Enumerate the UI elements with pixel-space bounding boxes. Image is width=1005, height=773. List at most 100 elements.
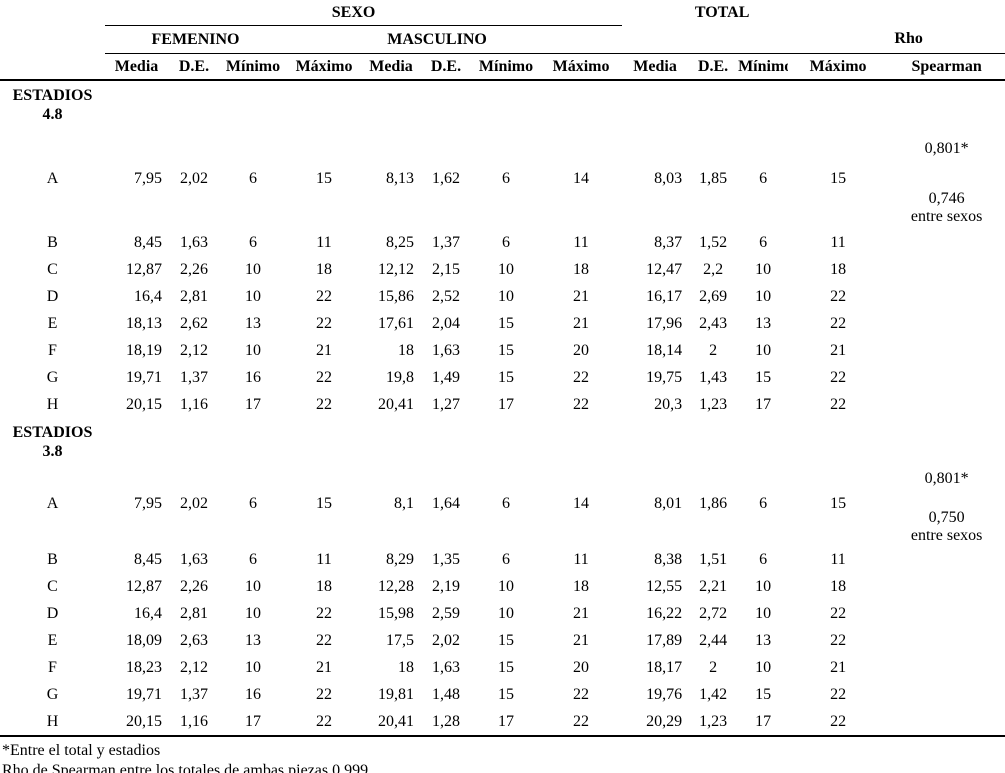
total-media-value: 8,37 [654,233,683,251]
femenino-media-value: 18,09 [126,631,162,649]
femenino-de-value: 2,62 [180,314,208,332]
row-label: C [47,577,58,595]
header-row-stats: Media D.E. Mínimo Máximo Media D.E. Míni… [0,53,1005,81]
femenino-maximo-value: 15 [316,170,332,187]
row-label: E [47,631,58,649]
femenino-de-value: 2,81 [180,287,208,305]
header-spacer-cell [888,0,1005,26]
femenino-minimo-value: 6 [249,170,257,187]
femenino-media-value: 7,95 [134,494,162,512]
masculino-minimo-value: 15 [498,658,514,676]
total-maximo-header: Máximo [788,53,889,81]
total-maximo-value: 22 [830,631,847,649]
rho-between-group: 0,746 entre sexos [888,191,1005,225]
table-row: F 18,19 2,12 10 21 18 1,63 15 20 18,14 2 10 21 [0,337,1005,364]
rho-top-value: 0,801* [924,470,969,488]
femenino-media-value: 8,45 [134,233,162,251]
femenino-maximo-value: 22 [316,712,332,730]
total-de-header: D.E. [688,53,739,81]
femenino-media-value: 18,19 [126,341,162,359]
total-maximo-value: 22 [830,287,847,305]
femenino-minimo-value: 6 [249,494,257,512]
masculino-maximo-value: 21 [573,604,590,622]
femenino-maximo-value: 21 [316,658,332,676]
femenino-group-header: FEMENINO [105,25,362,54]
total-minimo-value: 6 [759,233,768,251]
row-label: H [46,712,59,730]
rho-annotation: 0,801* 0,750 entre sexos [888,461,1005,546]
masculino-de-value: 1,62 [432,170,460,187]
masculino-media-value: 19,8 [386,368,414,386]
femenino-minimo-value: 16 [245,368,261,386]
statistics-table: SEXO TOTAL FEMENINO MASCULINO Rho Media … [0,0,1005,738]
masculino-de-value: 1,64 [432,494,460,512]
total-media-value: 12,55 [646,577,683,595]
femenino-maximo-value: 21 [316,341,332,359]
femenino-media-value: 8,45 [134,550,162,568]
femenino-minimo-header: Mínimo [220,53,286,81]
masculino-media-value: 8,25 [386,233,414,251]
masculino-media-value: 17,61 [378,314,414,332]
masculino-de-value: 2,52 [432,287,460,305]
masculino-media-value: 18 [398,341,414,359]
femenino-media-value: 18,23 [126,658,162,676]
total-maximo-value: 15 [830,494,847,512]
masculino-de-value: 1,27 [432,395,460,413]
femenino-media-value: 18,13 [126,314,162,332]
femenino-maximo-value: 15 [316,494,332,512]
spearman-header: Spearman [888,53,1005,81]
femenino-media-value: 12,87 [126,260,162,278]
total-minimo-value: 10 [755,287,772,305]
rho-spearman-cell [888,256,1005,283]
femenino-minimo-value: 6 [249,550,257,568]
footnote-asterisk: *Entre el total y estadios [2,742,161,760]
rho-spearman-cell: 0,801* 0,746 entre sexos [888,129,1005,229]
total-minimo-value: 15 [755,685,772,703]
masculino-media-value: 8,29 [386,550,414,568]
masculino-minimo-value: 6 [502,494,510,512]
femenino-de-value: 2,26 [180,577,208,595]
total-de-value: 2,44 [699,631,728,649]
femenino-media-value: 12,87 [126,577,162,595]
femenino-media-value: 20,15 [126,712,162,730]
total-minimo-header: Mínimo [738,53,789,81]
femenino-minimo-value: 10 [245,604,261,622]
total-minimo-value: 10 [755,604,772,622]
total-media-value: 17,96 [646,314,683,332]
total-media-value: 8,03 [654,170,683,187]
header-corner-cell [0,26,105,54]
femenino-maximo-header: Máximo [286,53,362,81]
rho-mid-value: 0,746 [928,190,965,207]
section-heading-spacer [105,80,1005,129]
femenino-de-value: 2,02 [180,170,208,187]
masculino-minimo-value: 17 [498,395,514,413]
masculino-minimo-value: 10 [498,287,514,305]
masculino-de-value: 1,63 [432,658,460,676]
total-de-value: 2 [709,658,718,676]
masculino-media-value: 15,98 [378,604,414,622]
femenino-media-value: 20,15 [126,395,162,413]
masculino-minimo-value: 15 [498,368,514,386]
table-row: C 12,87 2,26 10 18 12,12 2,15 10 18 12,47 2,2 10 18 [0,256,1005,283]
total-media-value: 18,17 [646,658,683,676]
femenino-maximo-value: 22 [316,604,332,622]
masculino-maximo-value: 18 [573,260,590,278]
masculino-maximo-value: 14 [573,494,590,512]
masculino-maximo-value: 20 [573,658,590,676]
femenino-minimo-value: 17 [245,712,261,730]
femenino-maximo-value: 11 [316,233,332,251]
rho-spearman-cell [888,364,1005,391]
row-label: F [48,341,57,359]
femenino-media-header: Media [105,53,168,81]
rho-spearman-cell [888,708,1005,736]
section-title-line2: 4.8 [42,106,63,124]
header-row-groups-top: SEXO TOTAL [0,0,1005,26]
masculino-de-value: 1,28 [432,712,460,730]
total-media-value: 18,14 [646,341,683,359]
masculino-de-header: D.E. [420,53,472,81]
femenino-de-value: 2,26 [180,260,208,278]
row-label: D [46,604,59,622]
total-minimo-value: 13 [755,631,772,649]
section-title-line1: ESTADIOS [12,87,93,104]
masculino-minimo-value: 15 [498,631,514,649]
